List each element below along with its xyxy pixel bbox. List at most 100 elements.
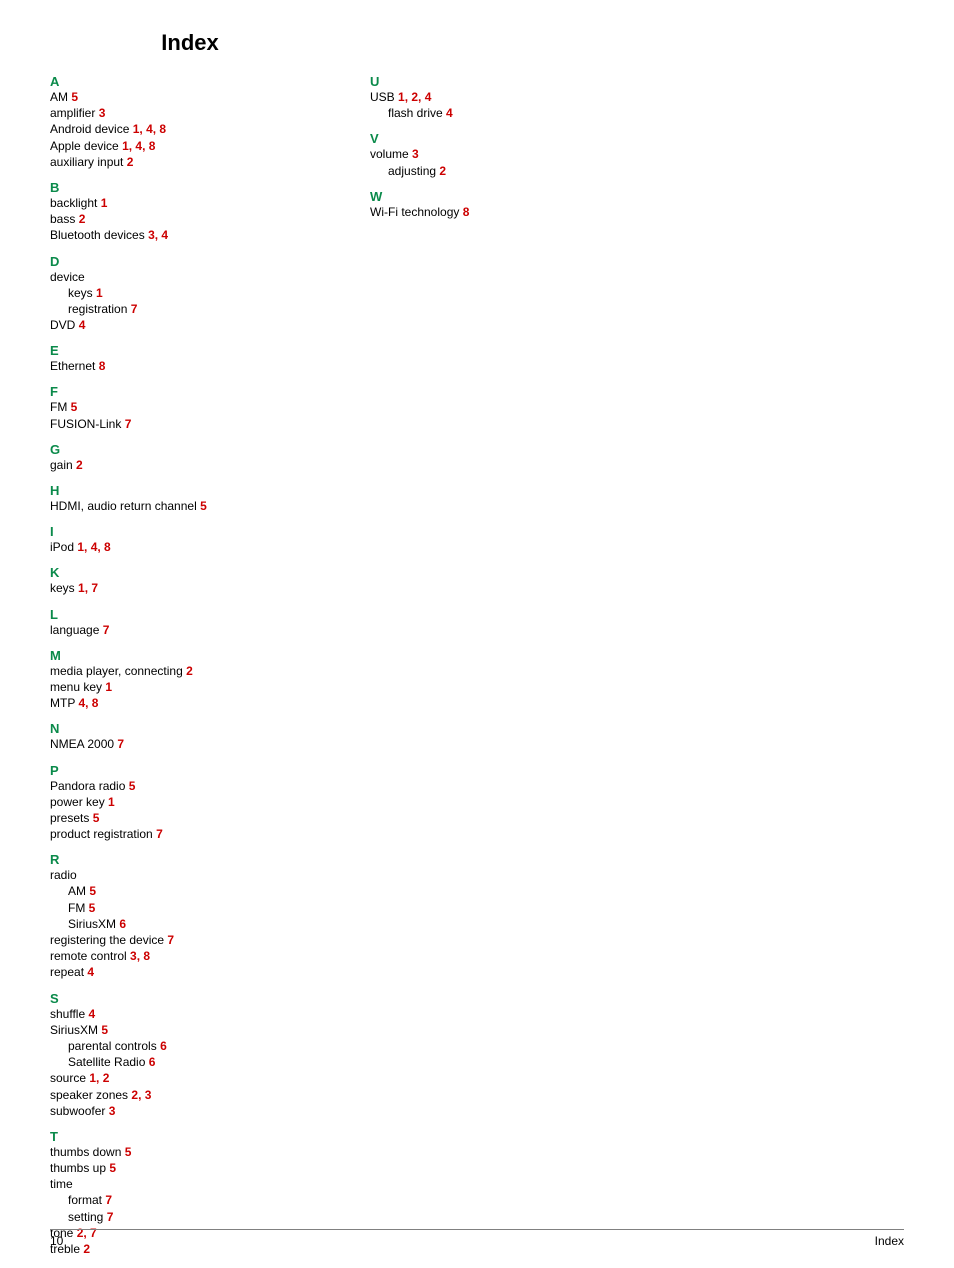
index-entry: FUSION-Link 7 <box>50 416 330 432</box>
index-page-ref[interactable]: 3 <box>412 147 419 161</box>
index-page-ref[interactable]: 7 <box>107 1210 114 1224</box>
index-term: radio <box>50 868 77 882</box>
index-page-ref[interactable]: 5 <box>89 884 96 898</box>
index-page-ref[interactable]: 1, 2 <box>89 1071 109 1085</box>
index-page-ref[interactable]: 7 <box>105 1193 112 1207</box>
index-page-ref[interactable]: 5 <box>71 400 78 414</box>
index-term: Apple device <box>50 139 119 153</box>
index-page-ref[interactable]: 2 <box>127 155 134 169</box>
index-page-ref[interactable]: 3, 8 <box>130 949 150 963</box>
index-page-ref[interactable]: 1 <box>96 286 103 300</box>
index-page-ref[interactable]: 8 <box>99 359 106 373</box>
index-page-ref[interactable]: 7 <box>117 737 124 751</box>
index-letter: A <box>50 74 330 89</box>
index-page-ref[interactable]: 5 <box>200 499 207 513</box>
index-term: SiriusXM <box>50 1023 98 1037</box>
index-page-ref[interactable]: 1, 7 <box>78 581 98 595</box>
index-entry: Android device 1, 4, 8 <box>50 121 330 137</box>
index-subentry: registration 7 <box>68 301 330 317</box>
index-page-ref[interactable]: 7 <box>103 623 110 637</box>
index-term: registration <box>68 302 127 316</box>
index-term: flash drive <box>388 106 443 120</box>
index-page-ref[interactable]: 4 <box>87 965 94 979</box>
index-page-ref[interactable]: 5 <box>71 90 78 104</box>
index-page-ref[interactable]: 5 <box>93 811 100 825</box>
index-page-ref[interactable]: 5 <box>125 1145 132 1159</box>
index-term: Bluetooth devices <box>50 228 145 242</box>
index-entry: thumbs down 5 <box>50 1144 330 1160</box>
index-term: keys <box>50 581 75 595</box>
index-page-ref[interactable]: 1 <box>101 196 108 210</box>
index-page-ref[interactable]: 3 <box>109 1104 116 1118</box>
index-subentry: flash drive 4 <box>388 105 650 121</box>
index-term: MTP <box>50 696 75 710</box>
index-entry: time <box>50 1176 330 1192</box>
index-page-ref[interactable]: 3 <box>99 106 106 120</box>
index-term: FM <box>68 901 85 915</box>
index-term: auxiliary input <box>50 155 123 169</box>
index-title: Index <box>50 30 330 56</box>
index-letter: N <box>50 721 330 736</box>
index-page-ref[interactable]: 7 <box>156 827 163 841</box>
index-page-ref[interactable]: 2 <box>76 458 83 472</box>
index-columns: AAM 5amplifier 3Android device 1, 4, 8Ap… <box>50 74 904 1257</box>
index-entry: Apple device 1, 4, 8 <box>50 138 330 154</box>
index-entry: AM 5 <box>50 89 330 105</box>
index-letter: B <box>50 180 330 195</box>
index-page-ref[interactable]: 1, 2, 4 <box>398 90 431 104</box>
index-page-ref[interactable]: 7 <box>125 417 132 431</box>
index-letter: D <box>50 254 330 269</box>
index-entry: volume 3 <box>370 146 650 162</box>
index-page-ref[interactable]: 2 <box>186 664 193 678</box>
index-term: keys <box>68 286 93 300</box>
index-term: parental controls <box>68 1039 157 1053</box>
index-subentry: setting 7 <box>68 1209 330 1225</box>
index-page-ref[interactable]: 7 <box>167 933 174 947</box>
index-page-ref[interactable]: 1 <box>105 680 112 694</box>
index-page-ref[interactable]: 4, 8 <box>78 696 98 710</box>
index-entry: repeat 4 <box>50 964 330 980</box>
index-page-ref[interactable]: 4 <box>88 1007 95 1021</box>
index-page-ref[interactable]: 2 <box>79 212 86 226</box>
index-term: source <box>50 1071 86 1085</box>
index-entry: DVD 4 <box>50 317 330 333</box>
index-letter: I <box>50 524 330 539</box>
index-page-ref[interactable]: 5 <box>109 1161 116 1175</box>
index-term: subwoofer <box>50 1104 105 1118</box>
index-page-ref[interactable]: 6 <box>149 1055 156 1069</box>
index-term: volume <box>370 147 409 161</box>
index-page-ref[interactable]: 2, 3 <box>131 1088 151 1102</box>
index-term: media player, connecting <box>50 664 183 678</box>
index-page-ref[interactable]: 1 <box>108 795 115 809</box>
index-page-ref[interactable]: 1, 4, 8 <box>77 540 110 554</box>
footer-page-number: 10 <box>50 1234 63 1248</box>
index-term: backlight <box>50 196 97 210</box>
index-page-ref[interactable]: 4 <box>446 106 453 120</box>
index-letter: U <box>370 74 650 89</box>
index-letter: E <box>50 343 330 358</box>
index-page-ref[interactable]: 3, 4 <box>148 228 168 242</box>
index-subentry: keys 1 <box>68 285 330 301</box>
index-page-ref[interactable]: 7 <box>131 302 138 316</box>
index-page-ref[interactable]: 4 <box>79 318 86 332</box>
index-term: AM <box>68 884 86 898</box>
index-term: Satellite Radio <box>68 1055 145 1069</box>
index-entry: Ethernet 8 <box>50 358 330 374</box>
index-page-ref[interactable]: 8 <box>463 205 470 219</box>
index-letter: F <box>50 384 330 399</box>
index-page-ref[interactable]: 1, 4, 8 <box>133 122 166 136</box>
index-page-ref[interactable]: 6 <box>160 1039 167 1053</box>
index-letter: T <box>50 1129 330 1144</box>
index-subentry: SiriusXM 6 <box>68 916 330 932</box>
index-subentry: FM 5 <box>68 900 330 916</box>
index-page-ref[interactable]: 2 <box>439 164 446 178</box>
index-entry: registering the device 7 <box>50 932 330 948</box>
index-page-ref[interactable]: 6 <box>119 917 126 931</box>
index-term: menu key <box>50 680 102 694</box>
index-page-ref[interactable]: 5 <box>89 901 96 915</box>
index-letter: L <box>50 607 330 622</box>
index-page-ref[interactable]: 1, 4, 8 <box>122 139 155 153</box>
index-page-ref[interactable]: 5 <box>101 1023 108 1037</box>
index-entry: iPod 1, 4, 8 <box>50 539 330 555</box>
index-page-ref[interactable]: 5 <box>129 779 136 793</box>
